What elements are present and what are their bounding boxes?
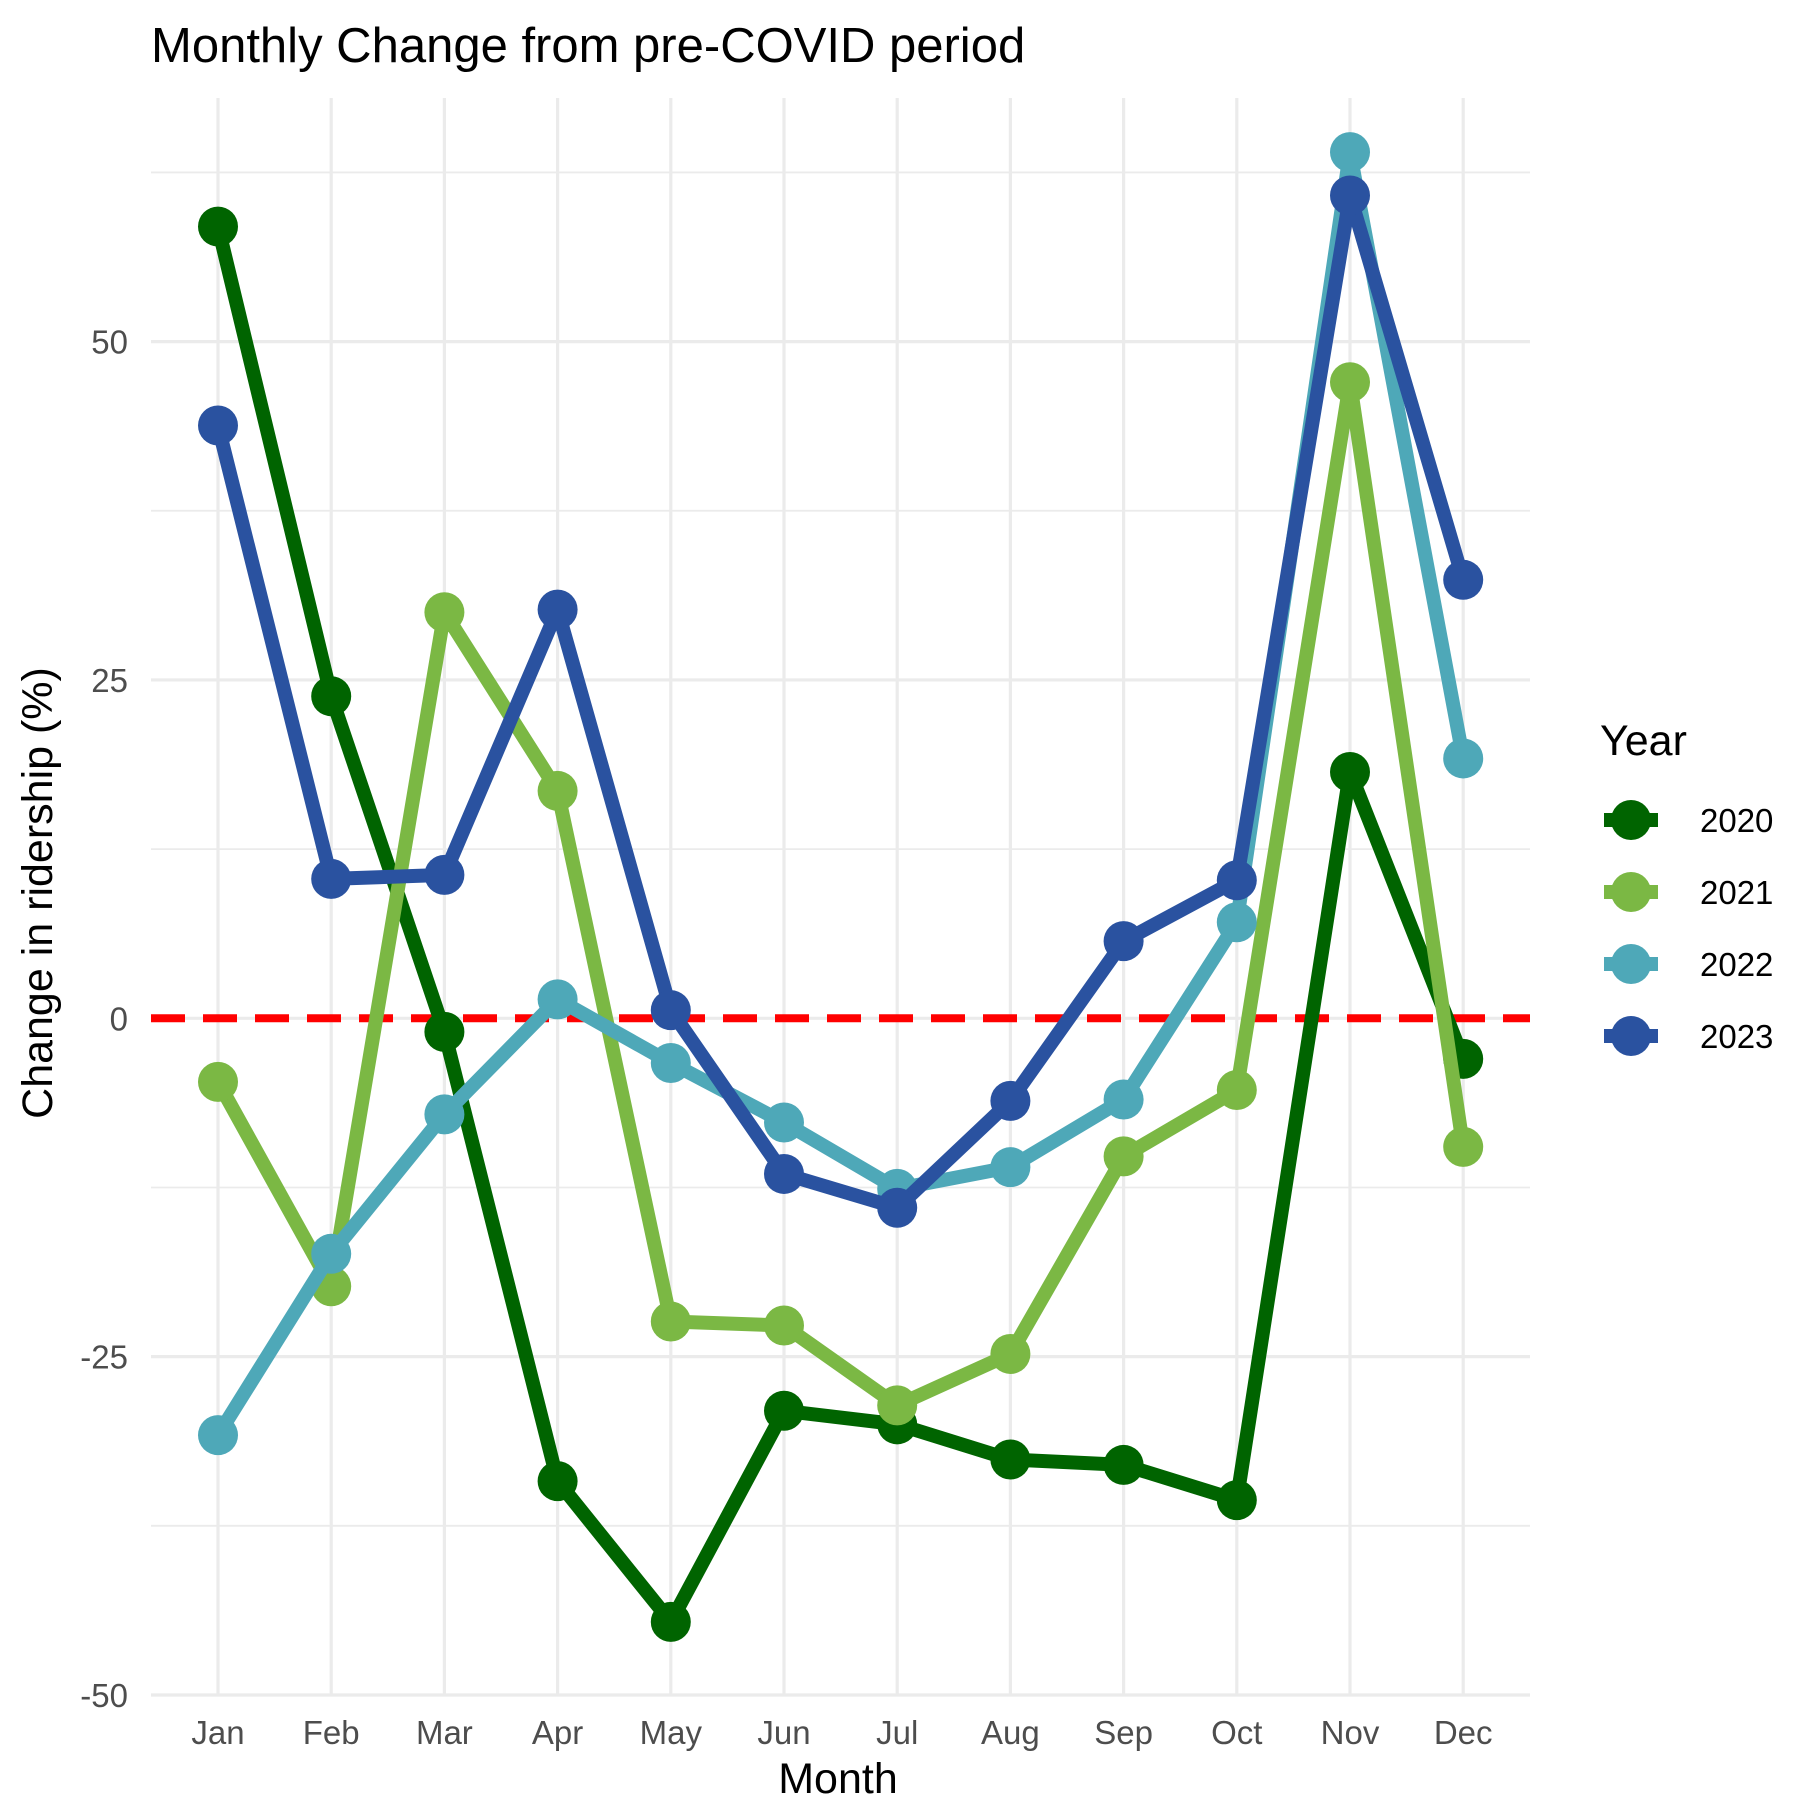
series-line-2020 bbox=[211, 224, 1470, 1629]
x-tick-label: Apr bbox=[532, 1714, 583, 1751]
data-point-2020-Oct bbox=[1216, 1480, 1257, 1521]
x-tick-label: Jun bbox=[757, 1714, 810, 1751]
data-point-2020-Sep bbox=[1103, 1444, 1144, 1485]
data-point-2020-Feb bbox=[311, 676, 352, 717]
data-point-2023-Jun bbox=[764, 1153, 804, 1194]
x-tick-label: Sep bbox=[1094, 1714, 1153, 1751]
data-point-2023-Jan bbox=[198, 405, 238, 446]
x-tick-label: Nov bbox=[1321, 1714, 1380, 1751]
x-tick-label: May bbox=[640, 1714, 703, 1751]
legend-key-point bbox=[1611, 1016, 1651, 1056]
data-point-2022-Nov bbox=[1330, 132, 1370, 173]
data-point-2020-Aug bbox=[990, 1439, 1031, 1480]
legend-label: 2022 bbox=[1700, 946, 1773, 983]
x-tick-label: Feb bbox=[303, 1714, 360, 1751]
data-point-2021-Nov bbox=[1330, 362, 1370, 403]
y-tick-label: -25 bbox=[80, 1339, 128, 1376]
data-point-2021-Jan bbox=[198, 1061, 238, 1102]
data-point-2020-Nov bbox=[1330, 751, 1370, 792]
x-tick-label: Aug bbox=[981, 1714, 1040, 1751]
data-point-2020-Mar bbox=[424, 1011, 465, 1052]
data-point-2023-Jul bbox=[877, 1187, 918, 1228]
data-point-2023-Nov bbox=[1330, 175, 1370, 216]
series-2021 bbox=[198, 362, 1484, 1426]
data-point-2023-Apr bbox=[537, 589, 578, 630]
legend-item-2023: 2023 bbox=[1604, 1016, 1773, 1056]
data-point-2022-Jan bbox=[198, 1415, 238, 1456]
data-point-2023-Aug bbox=[990, 1080, 1031, 1121]
data-point-2022-Mar bbox=[424, 1094, 465, 1135]
data-point-2020-Apr bbox=[537, 1461, 578, 1502]
legend-label: 2023 bbox=[1700, 1018, 1773, 1055]
data-point-2022-Apr bbox=[537, 979, 578, 1020]
legend-item-2021: 2021 bbox=[1604, 872, 1773, 912]
data-point-2023-Feb bbox=[311, 858, 352, 899]
data-point-2020-Jan bbox=[198, 206, 238, 247]
x-axis-title: Month bbox=[778, 1755, 898, 1800]
data-point-2022-Feb bbox=[311, 1233, 352, 1274]
data-point-2022-Oct bbox=[1216, 902, 1257, 943]
data-point-2021-Aug bbox=[990, 1333, 1031, 1374]
data-point-2021-Dec bbox=[1443, 1126, 1484, 1167]
legend-item-2022: 2022 bbox=[1604, 944, 1773, 984]
legend-key-point bbox=[1611, 944, 1651, 984]
data-point-2022-Sep bbox=[1103, 1079, 1144, 1120]
chart-title: Monthly Change from pre-COVID period bbox=[151, 19, 1025, 73]
legend-items: 2020 2021 2022 2023 bbox=[1604, 800, 1773, 1056]
legend: Year 2020 2021 2022 2023 bbox=[1600, 717, 1773, 1056]
data-point-2022-Dec bbox=[1443, 738, 1484, 779]
series-line-2021 bbox=[211, 375, 1471, 1413]
data-point-2021-Mar bbox=[424, 592, 465, 633]
legend-key-point bbox=[1611, 872, 1651, 912]
data-point-2021-Jul bbox=[877, 1385, 918, 1426]
series-2023 bbox=[198, 175, 1484, 1228]
data-point-2022-May bbox=[650, 1042, 691, 1083]
x-tick-label: Jul bbox=[876, 1714, 918, 1751]
data-point-2022-Jun bbox=[764, 1102, 804, 1143]
data-point-2023-Sep bbox=[1103, 921, 1144, 962]
y-tick-label: 25 bbox=[91, 662, 128, 699]
data-point-2021-Sep bbox=[1103, 1136, 1144, 1177]
series-line-2023 bbox=[211, 188, 1470, 1215]
legend-label: 2020 bbox=[1700, 802, 1773, 839]
x-tick-label: Jan bbox=[191, 1714, 244, 1751]
data-series bbox=[198, 132, 1484, 1642]
legend-key-point bbox=[1611, 800, 1651, 840]
data-point-2021-Jun bbox=[764, 1305, 804, 1346]
y-tick-label: -50 bbox=[80, 1677, 128, 1714]
data-point-2021-Oct bbox=[1216, 1070, 1257, 1111]
data-point-2021-Apr bbox=[537, 770, 578, 811]
data-point-2023-Oct bbox=[1216, 860, 1257, 901]
data-point-2023-Dec bbox=[1443, 559, 1484, 600]
legend-title: Year bbox=[1600, 717, 1687, 765]
y-tick-label: 50 bbox=[91, 324, 128, 361]
series-2020 bbox=[198, 206, 1484, 1642]
data-point-2023-May bbox=[650, 990, 691, 1031]
x-tick-label: Mar bbox=[416, 1714, 473, 1751]
y-axis-title: Change in ridership (%) bbox=[14, 667, 62, 1119]
legend-label: 2021 bbox=[1700, 874, 1773, 911]
y-tick-label: 0 bbox=[110, 1000, 128, 1037]
data-point-2023-Mar bbox=[424, 854, 465, 895]
data-point-2022-Aug bbox=[990, 1147, 1031, 1188]
data-point-2020-May bbox=[650, 1601, 691, 1642]
legend-item-2020: 2020 bbox=[1604, 800, 1773, 840]
data-point-2020-Jun bbox=[764, 1390, 804, 1431]
data-point-2021-May bbox=[650, 1301, 691, 1342]
x-tick-label: Dec bbox=[1434, 1714, 1493, 1751]
x-tick-label: Oct bbox=[1211, 1714, 1262, 1751]
axes: Jan Feb Mar Apr May Jun Jul Aug Sep Oct Nov Dec -50 -… bbox=[80, 324, 1492, 1751]
